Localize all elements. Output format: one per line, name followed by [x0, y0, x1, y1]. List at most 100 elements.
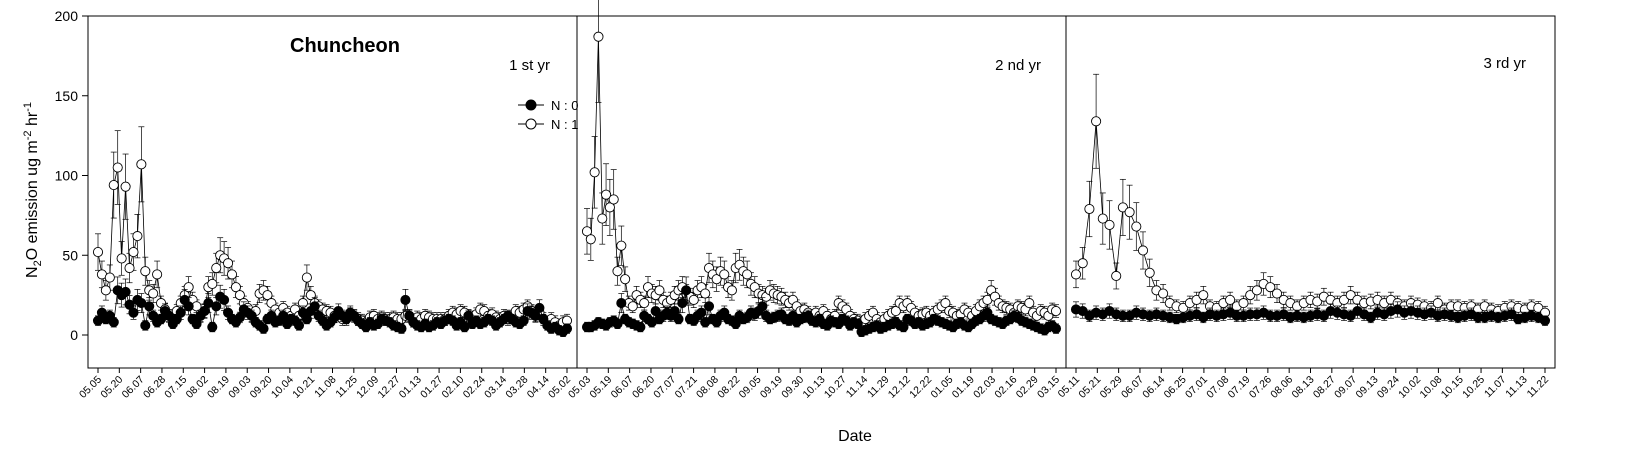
x-tick-label: 10.02: [1396, 374, 1423, 401]
x-tick-label: 11.08: [312, 374, 339, 401]
data-point: [1318, 310, 1329, 321]
x-tick-label: 07.19: [1226, 374, 1253, 401]
data-point: [207, 321, 218, 333]
data-point: [144, 301, 155, 312]
data-point: [148, 288, 159, 299]
data-point: [711, 274, 722, 285]
x-tick-label: 09.13: [1354, 374, 1381, 401]
x-tick-label: 02.29: [1014, 374, 1041, 401]
legend: N : 0 N : 1: [518, 98, 578, 132]
x-tick-label: 06.14: [1140, 374, 1167, 401]
x-tick-label: 04.14: [525, 374, 552, 401]
data-point: [593, 31, 604, 42]
data-point: [92, 247, 104, 258]
data-point: [677, 298, 688, 309]
data-point: [152, 269, 163, 280]
data-point: [1144, 267, 1155, 278]
data-point: [669, 306, 680, 317]
x-tick-label: 09.30: [779, 374, 806, 401]
panel-label: 2 nd yr: [995, 57, 1041, 74]
data-point: [140, 320, 151, 331]
series-n0: [92, 276, 573, 337]
data-point: [234, 290, 245, 301]
data-point: [1137, 245, 1149, 256]
x-tick-label: 02.10: [439, 374, 466, 401]
legend-item-n1: N : 1: [518, 117, 578, 132]
y-tick-label: 100: [55, 168, 79, 184]
x-tick-label: 05.20: [98, 374, 125, 401]
svg-text:N2O emission ug m-2 hr-1: N2O emission ug m-2 hr-1: [22, 102, 44, 278]
data-point: [108, 180, 119, 191]
data-point: [612, 266, 623, 277]
x-tick-label: 01.19: [950, 374, 977, 401]
x-tick-label: 08.08: [694, 374, 721, 401]
x-tick-label: 01.13: [397, 374, 424, 401]
data-point: [898, 321, 909, 333]
data-point: [207, 278, 218, 290]
data-point: [673, 313, 684, 325]
y-tick-label: 150: [55, 88, 79, 104]
data-point: [211, 301, 222, 312]
y-tick-label: 200: [55, 8, 79, 24]
series-n1: [92, 126, 573, 333]
data-point: [561, 323, 573, 334]
data-point: [199, 306, 210, 317]
data-point: [612, 318, 623, 329]
x-tick-label: 10.13: [801, 374, 828, 401]
x-tick-label: 09.07: [1332, 374, 1359, 401]
x-tick-label: 11.22: [1525, 374, 1552, 401]
data-point: [703, 301, 715, 312]
data-point: [1104, 219, 1115, 230]
x-tick-label: 10.21: [290, 374, 317, 401]
data-point: [132, 231, 143, 242]
panel-label: 3 rd yr: [1483, 55, 1526, 72]
data-point: [757, 301, 768, 312]
y-label-sup2: -1: [22, 102, 34, 112]
x-tick-label: 06.07: [609, 374, 636, 401]
data-point: [1539, 315, 1551, 326]
x-tick-label: 12.09: [354, 374, 381, 401]
data-point: [301, 272, 312, 283]
data-point: [463, 310, 474, 321]
data-point: [1117, 202, 1128, 213]
data-point: [1365, 312, 1376, 323]
data-point: [175, 307, 186, 318]
data-point: [1024, 298, 1035, 309]
x-tick-label: 11.07: [1482, 374, 1509, 401]
data-point: [608, 194, 619, 205]
data-point: [191, 318, 202, 329]
data-point: [650, 306, 661, 317]
data-point: [940, 298, 951, 309]
data-point: [700, 288, 711, 299]
x-tick-label: 08.19: [205, 374, 232, 401]
data-point: [1097, 213, 1108, 224]
data-point: [1225, 294, 1236, 305]
series-n0: [1070, 301, 1551, 326]
data-point: [100, 285, 111, 296]
data-point: [616, 240, 627, 251]
data-point: [742, 269, 753, 280]
data-point: [620, 274, 631, 285]
data-point: [234, 312, 245, 323]
data-point: [1077, 258, 1088, 269]
data-point: [1191, 294, 1202, 305]
data-point: [585, 234, 596, 245]
data-point: [1198, 290, 1209, 301]
x-tick-label: 09.19: [758, 374, 785, 401]
x-tick-label: 08.13: [1290, 374, 1317, 401]
data-point: [604, 202, 615, 213]
data-point: [309, 301, 320, 312]
data-point: [1245, 290, 1256, 301]
y-label-sup1: -2: [22, 130, 34, 140]
series-line: [1075, 121, 1546, 314]
x-tick-label: 09.03: [226, 374, 253, 401]
series-line: [97, 164, 568, 326]
data-point: [601, 189, 612, 200]
x-tick-label: 09.24: [1375, 374, 1402, 401]
x-tick-label: 07.21: [673, 374, 700, 401]
x-tick-label: 12.27: [376, 374, 403, 401]
x-tick-label: 01.05: [928, 374, 955, 401]
data-point: [116, 253, 127, 264]
data-point: [1050, 323, 1062, 334]
x-tick-label: 07.07: [651, 374, 678, 401]
